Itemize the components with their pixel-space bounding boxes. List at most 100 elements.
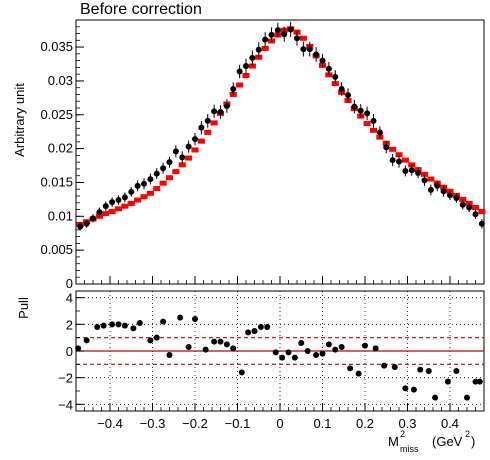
pull-point [230, 345, 237, 352]
pull-point [285, 349, 292, 356]
pull-point [472, 378, 479, 385]
x-tick-label: −0.1 [225, 416, 251, 431]
data-point [268, 31, 275, 38]
pull-point [319, 350, 326, 357]
data-point [77, 223, 84, 230]
pull-point [417, 366, 424, 373]
model-bin-marker [153, 186, 161, 192]
upper-y-tick-label: 0.03 [48, 73, 73, 88]
data-point [198, 124, 205, 131]
data-point [313, 51, 320, 58]
model-bin-marker [121, 203, 129, 209]
pull-point [211, 338, 218, 345]
model-bin-marker [363, 121, 371, 127]
pull-point [94, 324, 101, 330]
pull-point [217, 338, 224, 345]
lower-y-tick-label: −2 [58, 371, 73, 386]
pull-point [100, 322, 107, 329]
pull-point [381, 362, 388, 369]
pull-point [313, 352, 320, 358]
x-axis-title-unit-close: ) [471, 434, 475, 449]
pull-point [245, 329, 252, 336]
model-bin-marker [191, 147, 199, 153]
upper-y-axis-title: Arbitrary unit [12, 83, 27, 157]
data-point [243, 63, 249, 70]
data-point [109, 199, 116, 206]
data-point [102, 203, 109, 210]
lower-y-tick-label: 4 [66, 291, 73, 306]
data-point [121, 194, 128, 201]
model-bin-marker [178, 162, 186, 168]
pull-point [192, 316, 198, 322]
data-point [415, 169, 422, 176]
x-axis-title-unit-sup: 2 [465, 429, 470, 439]
data-point [376, 129, 383, 136]
pull-point [355, 370, 362, 377]
data-point [332, 73, 339, 80]
model-bin-marker [108, 209, 116, 215]
pull-point [338, 344, 345, 350]
data-point [300, 46, 307, 53]
pull-point [147, 337, 154, 344]
pull-point [136, 320, 143, 326]
pull-point [432, 394, 439, 401]
pull-point [153, 334, 160, 341]
model-bin-marker [172, 169, 180, 175]
data-point [128, 188, 135, 195]
model-bin-marker [261, 45, 269, 51]
data-point [236, 68, 243, 75]
model-bin-marker [127, 200, 135, 206]
data-point [262, 36, 269, 43]
data-point [434, 182, 441, 189]
model-bin-marker [165, 175, 174, 181]
data-point [274, 27, 281, 34]
pull-point [75, 345, 82, 352]
upper-plot-frame [75, 19, 485, 285]
model-bin-marker [242, 73, 250, 79]
x-axis-title: M 2 miss (GeV 2 ) [388, 429, 475, 454]
data-point [408, 167, 415, 174]
upper-y-tick-label: 0.015 [40, 174, 73, 189]
x-tick-label: 0.3 [398, 416, 416, 431]
pull-point [264, 324, 271, 330]
data-point [338, 86, 345, 93]
data-point [166, 159, 173, 166]
model-bin-marker [134, 197, 142, 203]
data-point [383, 144, 390, 151]
pull-point [372, 345, 379, 352]
x-tick-label: −0.2 [182, 416, 208, 431]
data-point [319, 57, 326, 64]
pull-point [325, 341, 332, 348]
pull-point [304, 348, 311, 354]
data-point [141, 180, 147, 187]
model-bin-marker [159, 180, 167, 186]
data-point [153, 170, 160, 177]
pull-point [476, 378, 483, 385]
data-point [427, 186, 434, 193]
pull-point [251, 328, 258, 334]
data-point [255, 46, 262, 53]
model-bin-marker [389, 146, 397, 152]
pull-point [402, 385, 409, 392]
x-axis-title-main: M [388, 434, 399, 449]
data-point [459, 201, 466, 208]
pull-point [332, 346, 339, 353]
upper-y-tick-label: 0.005 [40, 242, 73, 257]
x-axis-title-sub: miss [400, 444, 419, 454]
pull-point [347, 365, 354, 372]
data-point [230, 86, 237, 93]
data-point [223, 102, 230, 109]
data-point [370, 117, 377, 124]
model-bin-marker [420, 171, 429, 177]
model-bin-marker [102, 211, 110, 217]
data-point [447, 192, 453, 199]
data-point [325, 65, 332, 72]
pull-point [202, 346, 209, 353]
upper-y-tick-label: 0.02 [48, 141, 73, 156]
pull-point [121, 322, 128, 329]
upper-y-tick-label: 0.025 [40, 107, 73, 122]
model-bin-marker [471, 205, 480, 211]
data-point [466, 204, 473, 211]
lower-y-axis-title: Pull [16, 297, 31, 319]
pull-point [83, 337, 90, 344]
